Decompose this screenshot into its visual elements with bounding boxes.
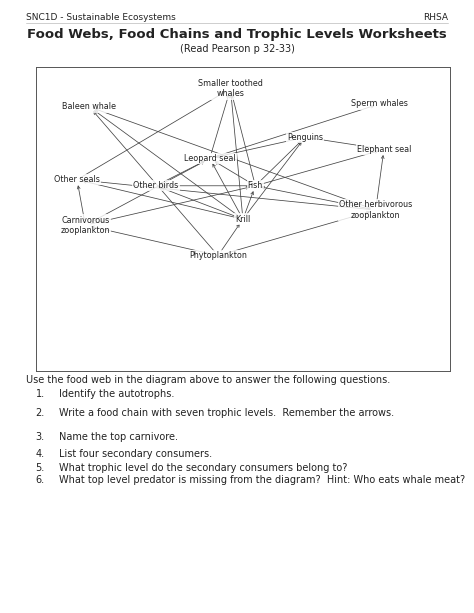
Text: RHSA: RHSA bbox=[423, 13, 448, 23]
Text: Identify the autotrophs.: Identify the autotrophs. bbox=[59, 389, 174, 399]
Text: 1.: 1. bbox=[36, 389, 45, 399]
Text: 3.: 3. bbox=[36, 432, 45, 442]
Text: Name the top carnivore.: Name the top carnivore. bbox=[59, 432, 178, 442]
Text: Leopard seal: Leopard seal bbox=[184, 154, 236, 163]
Text: What top level predator is missing from the diagram?  Hint: Who eats whale meat?: What top level predator is missing from … bbox=[59, 475, 465, 485]
Text: Use the food web in the diagram above to answer the following questions.: Use the food web in the diagram above to… bbox=[26, 375, 390, 385]
Text: Krill: Krill bbox=[235, 215, 251, 224]
Text: Other herbivorous
zooplankton: Other herbivorous zooplankton bbox=[339, 200, 412, 219]
Text: Other birds: Other birds bbox=[133, 181, 178, 190]
Text: Carnivorous
zooplankton: Carnivorous zooplankton bbox=[61, 216, 110, 235]
Text: Penguins: Penguins bbox=[287, 133, 323, 142]
Text: 2.: 2. bbox=[36, 408, 45, 417]
Text: 5.: 5. bbox=[36, 463, 45, 473]
Text: (Read Pearson p 32-33): (Read Pearson p 32-33) bbox=[180, 44, 294, 54]
Text: SNC1D - Sustainable Ecosystems: SNC1D - Sustainable Ecosystems bbox=[26, 13, 176, 23]
Text: 6.: 6. bbox=[36, 475, 45, 485]
Text: Smaller toothed
whales: Smaller toothed whales bbox=[198, 79, 263, 98]
Text: Write a food chain with seven trophic levels.  Remember the arrows.: Write a food chain with seven trophic le… bbox=[59, 408, 394, 417]
Text: Elephant seal: Elephant seal bbox=[357, 145, 411, 154]
Text: What trophic level do the secondary consumers belong to?: What trophic level do the secondary cons… bbox=[59, 463, 347, 473]
Text: Sperm whales: Sperm whales bbox=[351, 99, 408, 109]
Text: 4.: 4. bbox=[36, 449, 45, 459]
Text: List four secondary consumers.: List four secondary consumers. bbox=[59, 449, 212, 459]
Text: Food Webs, Food Chains and Trophic Levels Worksheets: Food Webs, Food Chains and Trophic Level… bbox=[27, 28, 447, 40]
Text: Other seals: Other seals bbox=[54, 175, 100, 184]
Text: Phytoplankton: Phytoplankton bbox=[189, 251, 247, 260]
Text: Fish: Fish bbox=[248, 181, 263, 190]
Text: Baleen whale: Baleen whale bbox=[63, 102, 117, 112]
